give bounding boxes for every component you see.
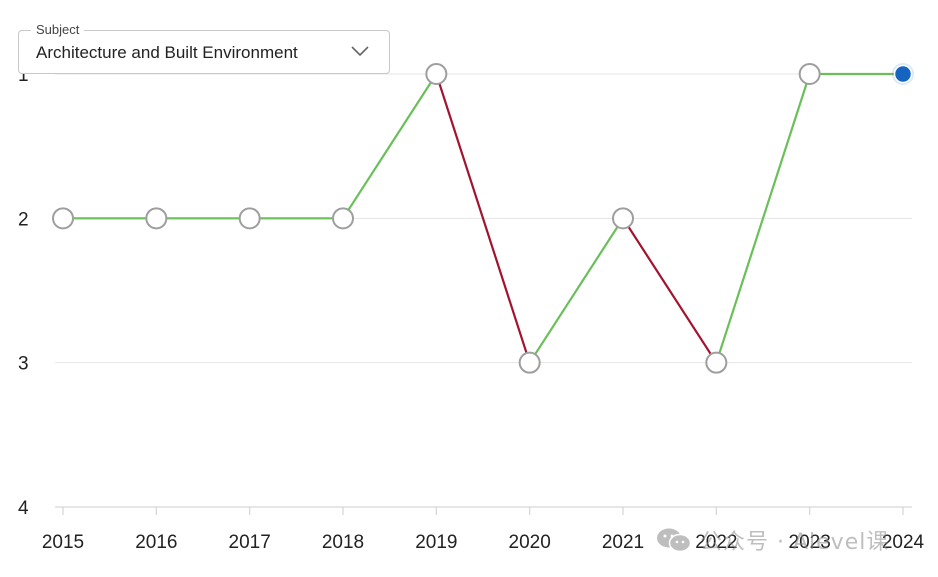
axes <box>55 506 912 515</box>
data-point-2022[interactable] <box>705 351 728 374</box>
y-tick-label-1: 1 <box>18 65 29 86</box>
x-tick-label-2018: 2018 <box>322 532 364 553</box>
y-tick-label-4: 4 <box>18 498 29 519</box>
x-tick-label-2019: 2019 <box>415 532 457 553</box>
data-point-2019[interactable] <box>425 63 448 85</box>
x-tick-label-2017: 2017 <box>229 532 271 553</box>
subject-select[interactable]: Subject Architecture and Built Environme… <box>18 22 390 74</box>
series-segment-2019-2020 <box>435 72 531 364</box>
x-tick-label-2016: 2016 <box>135 532 177 553</box>
data-point-2018[interactable] <box>332 207 354 230</box>
series-lines <box>61 72 905 364</box>
data-point-2015[interactable] <box>52 207 74 230</box>
data-point-2023[interactable] <box>798 63 821 85</box>
x-tick-label-2020: 2020 <box>509 532 551 553</box>
data-point-2016[interactable] <box>145 207 168 230</box>
tick-labels: 1 2 3 4 2015 2016 2017 2018 2019 2020 2021 2022 2023… <box>18 65 925 553</box>
series-segment-2021-2022 <box>621 217 718 364</box>
y-tick-label-3: 3 <box>18 354 29 375</box>
y-tick-label-2: 2 <box>18 209 29 230</box>
subject-select-value: Architecture and Built Environment <box>36 43 298 62</box>
x-tick-label-2021: 2021 <box>602 532 644 553</box>
series-segment-2020-2021 <box>528 217 625 364</box>
data-point-2017[interactable] <box>238 207 261 230</box>
series-segment-2022-2023 <box>715 72 811 364</box>
data-point-2020[interactable] <box>518 351 541 374</box>
x-tick-label-2022: 2022 <box>695 532 737 553</box>
data-point-2024[interactable] <box>893 64 913 84</box>
data-point-2021[interactable] <box>612 207 634 230</box>
series-points <box>52 63 914 374</box>
chevron-down-icon[interactable] <box>351 45 369 57</box>
subject-select-label: Subject <box>31 22 85 38</box>
x-tick-label-2023: 2023 <box>789 532 831 553</box>
x-tick-label-2024: 2024 <box>882 532 925 553</box>
series-segment-2018-2019 <box>341 72 438 220</box>
x-tick-label-2015: 2015 <box>42 532 84 553</box>
